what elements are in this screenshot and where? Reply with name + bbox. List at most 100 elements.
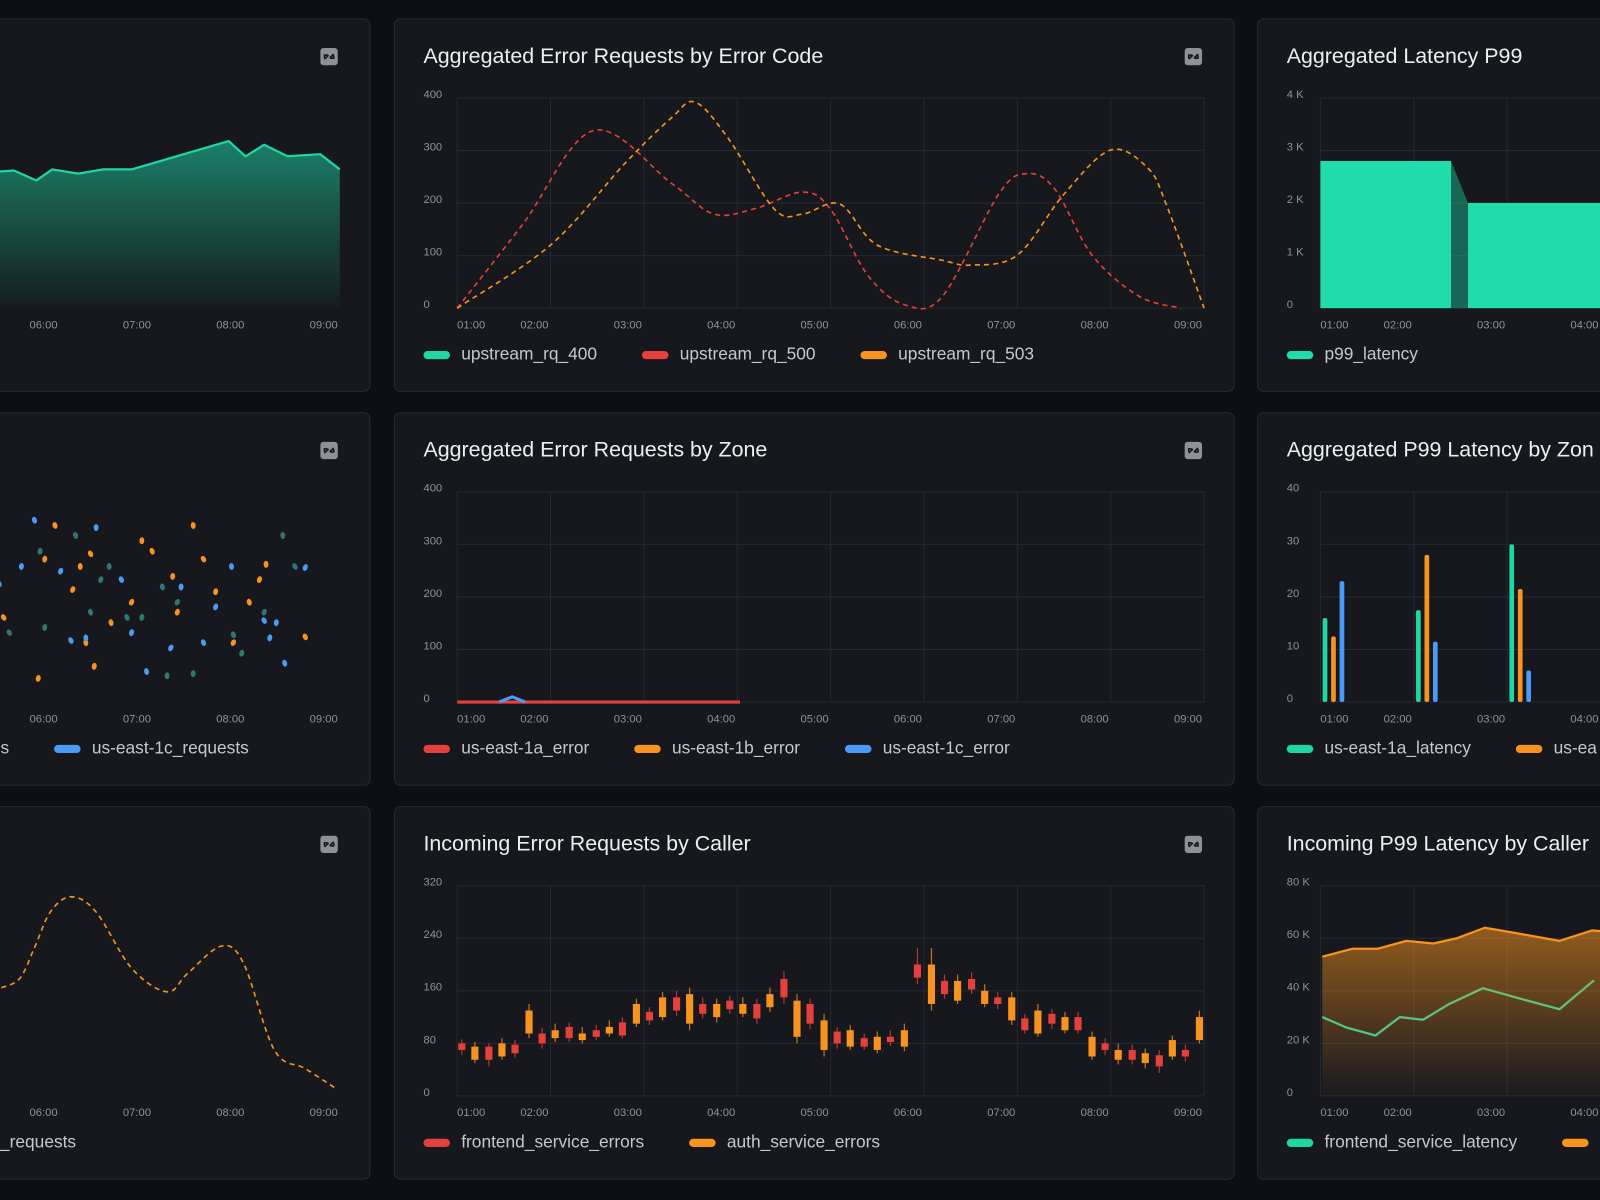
y-tick-label: 400 — [423, 483, 442, 495]
x-tick-label: 07:00 — [123, 319, 151, 331]
legend-marker — [1286, 1138, 1314, 1147]
scatter-point — [229, 562, 234, 570]
legend-marker — [423, 1138, 450, 1147]
x-tick-label: 04:00 — [1570, 1107, 1598, 1119]
x-tick-label: 04:00 — [707, 319, 735, 331]
legend-label: us-east-1c_error — [883, 738, 1010, 758]
scatter-point — [246, 598, 252, 606]
candle-body — [1088, 1036, 1096, 1057]
legend-label: frontend_service_latency — [1324, 1131, 1517, 1151]
legend-marker — [641, 351, 669, 360]
candle-body — [632, 1003, 640, 1024]
legend-marker — [1286, 744, 1314, 754]
candle-body — [458, 1043, 466, 1050]
scatter-point — [174, 608, 180, 616]
panel-background — [0, 806, 371, 1180]
y-tick-label: 0 — [1287, 693, 1293, 705]
legend-item: us-ea — [1515, 738, 1597, 758]
x-tick-label: 04:00 — [707, 713, 735, 725]
chart-panel: Aggregated Latency P99 0 1 K 2 K 3 K 4 K 01:00… — [1257, 18, 1600, 392]
scatter-point — [68, 637, 74, 644]
x-tick-label: 01:00 — [457, 1107, 485, 1119]
candle-body — [1061, 1017, 1069, 1031]
area-fill — [1322, 927, 1600, 1096]
expand-icon — [320, 835, 338, 854]
bar — [1322, 617, 1328, 703]
x-tick-label: 04:00 — [707, 1107, 735, 1119]
y-tick-label: 0 — [423, 1087, 429, 1099]
x-tick-label: 06:00 — [30, 319, 58, 331]
series-line — [0, 139, 341, 182]
bar — [1424, 554, 1430, 703]
legend-label: upstream_rq_500 — [680, 344, 816, 364]
x-tick-label: 05:00 — [800, 713, 828, 725]
scatter-point — [139, 614, 145, 621]
x-tick-label: 03:00 — [614, 713, 642, 725]
x-tick-label: 09:00 — [1174, 319, 1202, 331]
y-tick-label: 300 — [423, 535, 442, 547]
legend-marker — [634, 744, 661, 754]
scatter-point — [168, 644, 174, 652]
legend-item: s — [1, 738, 10, 758]
candle-body — [713, 1003, 721, 1018]
candle-body — [753, 1003, 761, 1019]
chart-panel: 06:00 07:00 08:00 09:00 _requests — [0, 806, 371, 1180]
y-tick-label: 240 — [423, 929, 442, 941]
chart-panel: 06:00 07:00 08:00 09:00 — [0, 18, 371, 392]
x-tick-label: 08:00 — [1081, 713, 1109, 725]
legend-marker — [1515, 744, 1543, 754]
y-tick-label: 0 — [1287, 299, 1293, 311]
scatter-point — [267, 634, 273, 642]
x-tick-label: 05:00 — [800, 319, 828, 331]
expand-icon-arrows — [1187, 447, 1199, 454]
chart-panel: Aggregated Error Requests by Zone 0 100 200… — [393, 412, 1235, 786]
chart-panel: 06:00 07:00 08:00 09:00 s us-east-1c_requests — [0, 412, 371, 786]
chart-title: Aggregated P99 Latency by Zon — [1287, 438, 1594, 462]
scatter-point — [42, 623, 48, 631]
scatter-point — [42, 555, 48, 563]
legend-item: us-east-1c_error — [844, 738, 1010, 758]
x-tick-label: 02:00 — [520, 1107, 548, 1119]
legend-label: auth_service_errors — [727, 1131, 880, 1151]
legend-label: upstream_rq_503 — [898, 344, 1034, 364]
x-tick-label: 08:00 — [1081, 319, 1109, 331]
candle-body — [525, 1010, 533, 1034]
legend-item: frontend_service_latency — [1286, 1131, 1517, 1151]
scatter-point — [108, 619, 114, 627]
panel-background — [393, 412, 1235, 786]
expand-icon-arrows — [323, 53, 335, 60]
y-tick-label: 0 — [1287, 1087, 1293, 1099]
legend-item: p99_latency — [1286, 344, 1418, 364]
candle-body — [927, 964, 936, 1004]
scatter-point — [190, 522, 196, 529]
x-tick-label: 03:00 — [614, 319, 642, 331]
legend-label: _requests — [0, 1131, 76, 1151]
legend-item: upstream_rq_400 — [423, 344, 597, 364]
legend-marker — [844, 744, 872, 754]
scatter-point — [73, 532, 79, 539]
candle-body — [913, 964, 922, 978]
scatter-point — [164, 672, 170, 680]
x-tick-label: 08:00 — [216, 1107, 244, 1119]
area-fill — [0, 141, 340, 309]
x-tick-label: 04:00 — [1570, 319, 1598, 331]
legend-marker — [54, 744, 81, 754]
legend-label: us-east-1a_latency — [1324, 738, 1471, 758]
candle-body — [873, 1036, 881, 1050]
expand-icon — [1184, 441, 1203, 460]
x-tick-label: 07:00 — [987, 713, 1015, 725]
expand-icon-arrows — [323, 447, 335, 454]
x-tick-label: 07:00 — [123, 1107, 151, 1119]
expand-icon-arrows — [1187, 53, 1199, 60]
panel-background — [393, 18, 1235, 392]
scatter-point — [302, 633, 308, 641]
y-tick-label: 320 — [423, 877, 442, 889]
scatter-point — [0, 580, 2, 588]
scatter-point — [273, 619, 279, 627]
legend-label: p99_latency — [1324, 344, 1418, 364]
candle-body — [846, 1030, 854, 1047]
scatter-point — [87, 550, 94, 558]
candle-body — [940, 980, 949, 995]
scatter-point — [0, 614, 7, 621]
y-tick-label: 200 — [423, 588, 442, 600]
